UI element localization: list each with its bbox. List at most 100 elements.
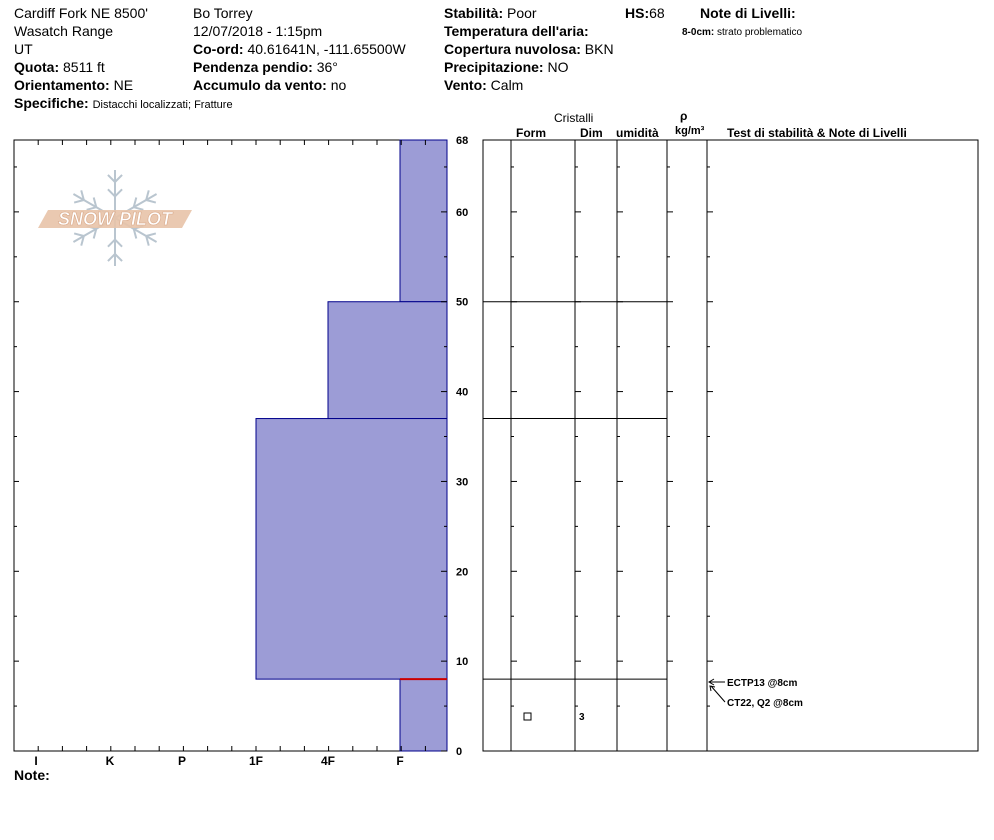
snowflake-branch xyxy=(107,238,116,248)
stability-label: Stabilità: xyxy=(444,5,504,21)
x-tick-label: 1F xyxy=(249,754,263,768)
y-tick-label: 10 xyxy=(456,656,468,668)
snowflake-branch xyxy=(145,190,150,201)
observer: Bo Torrey xyxy=(193,5,253,21)
layer-bar-1 xyxy=(399,139,448,303)
range: Wasatch Range xyxy=(14,23,114,39)
state: UT xyxy=(14,41,33,57)
y-tick-label: 60 xyxy=(456,207,468,219)
col-tests: Test di stabilità & Note di Livelli xyxy=(727,126,907,140)
y-tick-label: 0 xyxy=(456,746,462,758)
stratigraphy-table-frame xyxy=(482,139,979,752)
snowflake-branch xyxy=(107,174,116,183)
logo-text: SNOW PILOT xyxy=(58,209,174,229)
elevation-label: Quota: xyxy=(14,59,60,75)
y-tick-label: 68 xyxy=(456,135,468,147)
coord-label: Co-ord: xyxy=(193,41,244,57)
slope-value: 36° xyxy=(316,59,338,75)
snowflake-branch xyxy=(132,228,138,239)
col-form: Form xyxy=(516,126,546,140)
layer-note-text: strato problematico xyxy=(717,27,803,38)
snowflake-branch xyxy=(86,206,97,211)
x-tick-label: F xyxy=(396,754,403,768)
snowflake-branch xyxy=(73,199,85,204)
test-arrowhead-1 xyxy=(708,678,715,686)
aspect-label: Orientamento: xyxy=(14,77,110,93)
cloud-label: Copertura nuvolosa: xyxy=(444,41,581,57)
snowflake-branch xyxy=(80,235,85,246)
snowflake-branch xyxy=(73,232,85,237)
coordinates: Co-ord: 40.61641N, -111.65500W xyxy=(193,41,406,57)
snowflake-branch xyxy=(114,188,123,198)
cloud-value: BKN xyxy=(584,41,614,57)
snowflake-branch xyxy=(114,253,123,262)
y-tick-label: 50 xyxy=(456,297,468,309)
snowflake-branch xyxy=(145,199,157,204)
snowpilot-logo: SNOW PILOT xyxy=(38,170,192,266)
snowflake-branch xyxy=(133,206,144,211)
x-tick-label: 4F xyxy=(321,754,335,768)
location: Cardiff Fork NE 8500' xyxy=(14,5,148,21)
snowflake-branch xyxy=(145,235,150,246)
crystals-title: Cristalli xyxy=(554,111,594,125)
datetime: 12/07/2018 - 1:15pm xyxy=(193,23,323,39)
stability-value: Poor xyxy=(507,5,537,21)
aspect: Orientamento: NE xyxy=(14,77,133,93)
hs-label: HS: xyxy=(625,5,650,21)
wind-load: Accumulo da vento: no xyxy=(193,77,346,93)
elevation-value: 8511 ft xyxy=(63,59,105,75)
stability: Stabilità: Poor xyxy=(444,5,537,21)
snowflake-branch xyxy=(80,190,85,201)
coord-value: 40.61641N, -111.65500W xyxy=(247,41,406,57)
snowflake-branch xyxy=(145,232,157,237)
cloud-cover: Copertura nuvolosa: BKN xyxy=(444,41,614,57)
layer-notes-title: Note di Livelli: xyxy=(700,5,796,21)
snow-height: HS:68 xyxy=(625,5,665,21)
stability-test-1: ECTP13 @8cm xyxy=(727,678,797,689)
specifics-value: Distacchi localizzati; Fratture xyxy=(92,99,233,111)
logo-banner xyxy=(38,210,192,228)
layer-bar-3 xyxy=(255,418,448,680)
layer-note: 8-0cm: strato problematico xyxy=(682,25,802,41)
snowflake-branch xyxy=(107,188,116,198)
grain-size-value: 3 xyxy=(579,712,585,723)
wind-load-value: no xyxy=(330,77,347,93)
snowflake-branch xyxy=(107,253,116,262)
precip-value: NO xyxy=(547,59,569,75)
notes-label: Note: xyxy=(14,767,50,783)
col-moisture: umidità xyxy=(616,126,659,140)
col-density-symbol: ρ xyxy=(680,109,688,123)
test-arrowhead-2 xyxy=(709,685,716,692)
y-tick-label: 30 xyxy=(456,476,468,488)
layer-note-range: 8-0cm: xyxy=(682,27,715,38)
elevation: Quota: 8511 ft xyxy=(14,59,105,75)
x-tick-label: P xyxy=(178,754,186,768)
hs-value: 68 xyxy=(649,5,665,21)
y-tick-label: 40 xyxy=(456,387,468,399)
wind: Vento: Calm xyxy=(444,77,523,93)
snowflake-branch xyxy=(92,197,98,208)
x-tick-label: K xyxy=(106,754,115,768)
snowflake-branch xyxy=(114,174,123,183)
layer-bar-2 xyxy=(327,301,448,420)
wind-load-label: Accumulo da vento: xyxy=(193,77,327,93)
specifics-label: Specifiche: xyxy=(14,95,89,111)
grain-form-symbol xyxy=(523,712,532,721)
x-tick-label: I xyxy=(34,754,37,768)
test-arrow-2 xyxy=(710,685,726,703)
precipitation: Precipitazione: NO xyxy=(444,59,568,75)
y-tick-label: 20 xyxy=(456,566,468,578)
slope-label: Pendenza pendio: xyxy=(193,59,313,75)
snowflake-branch xyxy=(132,197,138,208)
wind-value: Calm xyxy=(490,77,524,93)
aspect-value: NE xyxy=(113,77,134,93)
wind-label: Vento: xyxy=(444,77,487,93)
slope: Pendenza pendio: 36° xyxy=(193,59,338,75)
specifics: Specifiche: Distacchi localizzati; Fratt… xyxy=(14,95,233,113)
stability-test-2: CT22, Q2 @8cm xyxy=(727,698,803,709)
air-temp-label: Temperatura dell'aria: xyxy=(444,23,589,39)
snowflake-branch xyxy=(92,228,98,239)
col-size: Dim xyxy=(580,126,603,140)
layer-bar-4 xyxy=(399,678,448,752)
